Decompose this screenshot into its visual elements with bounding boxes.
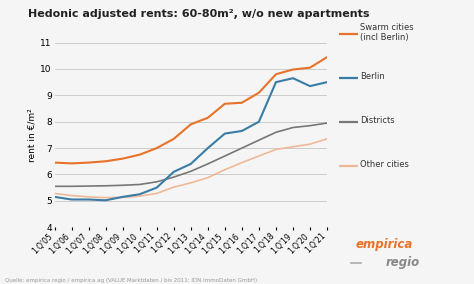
Text: Quelle: empirica regio / empirica ag (VALUE Marktdaten / bis 2011: IDN ImmoDaten: Quelle: empirica regio / empirica ag (VA… <box>5 277 257 283</box>
Y-axis label: rent in €/m²: rent in €/m² <box>27 108 36 162</box>
Text: Districts: Districts <box>360 116 395 125</box>
Text: Hedonic adjusted rents: 60-80m², w/o new apartments: Hedonic adjusted rents: 60-80m², w/o new… <box>28 9 370 18</box>
Text: Swarm cities
(incl Berlin): Swarm cities (incl Berlin) <box>360 23 414 42</box>
Text: Other cities: Other cities <box>360 160 409 169</box>
Text: regio: regio <box>386 256 420 269</box>
Text: empirica: empirica <box>356 238 413 251</box>
Text: Berlin: Berlin <box>360 72 385 81</box>
